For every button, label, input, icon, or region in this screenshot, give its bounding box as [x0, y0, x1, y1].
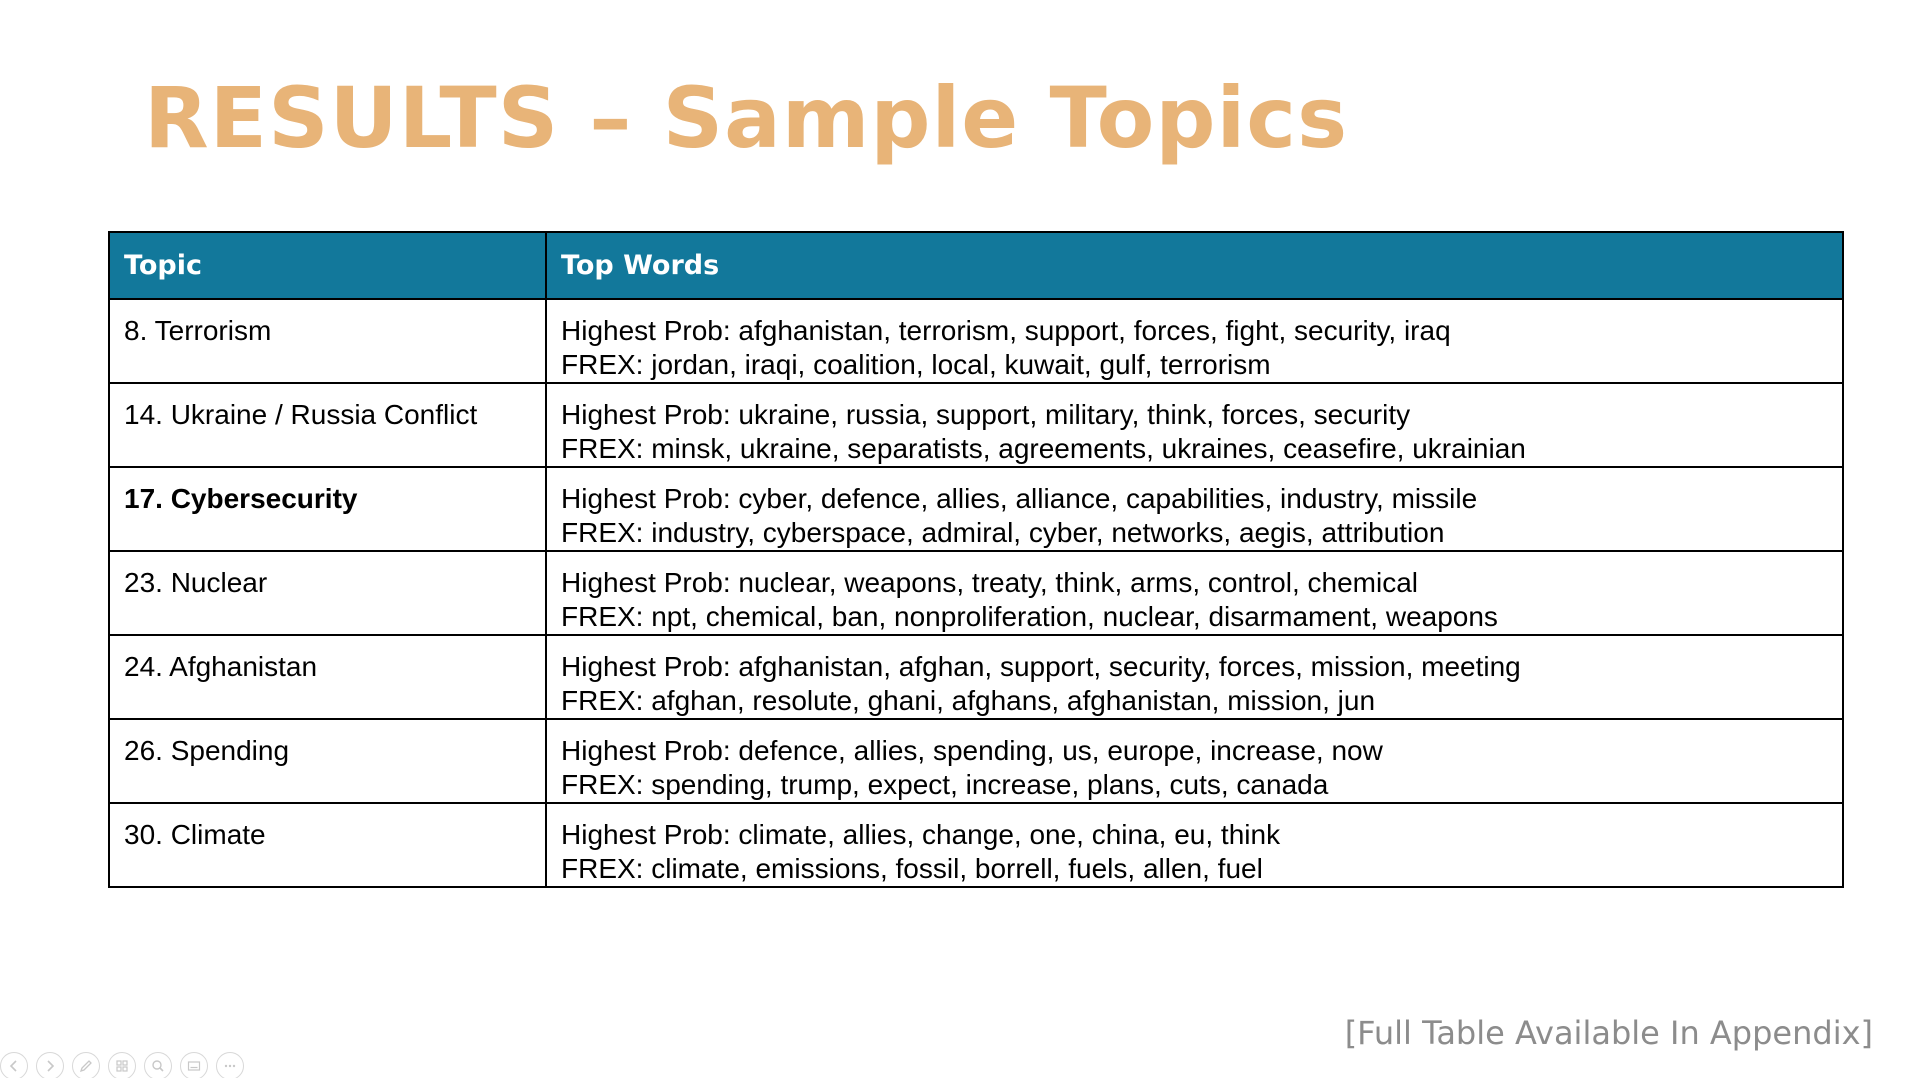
topic-cell: 14. Ukraine / Russia Conflict: [108, 382, 547, 468]
words-cell: Highest Prob: climate, allies, change, o…: [545, 802, 1844, 888]
topic-cell: 24. Afghanistan: [108, 634, 547, 720]
highest-prob-text: Highest Prob: ukraine, russia, support, …: [561, 399, 1411, 430]
frex-text: FREX: climate, emissions, fossil, borrel…: [561, 853, 1263, 884]
subtitles-icon[interactable]: [180, 1052, 208, 1078]
header-top-words: Top Words: [545, 231, 1844, 300]
frex-text: FREX: spending, trump, expect, increase,…: [561, 769, 1329, 800]
table-row: 30. Climate Highest Prob: climate, allie…: [108, 802, 1844, 888]
topic-cell: 23. Nuclear: [108, 550, 547, 636]
highest-prob-text: Highest Prob: cyber, defence, allies, al…: [561, 483, 1478, 514]
zoom-icon[interactable]: [144, 1052, 172, 1078]
table-row: 26. Spending Highest Prob: defence, alli…: [108, 718, 1844, 804]
frex-text: FREX: jordan, iraqi, coalition, local, k…: [561, 349, 1271, 380]
words-cell: Highest Prob: afghanistan, afghan, suppo…: [545, 634, 1844, 720]
table-row: 8. Terrorism Highest Prob: afghanistan, …: [108, 298, 1844, 384]
header-topic: Topic: [108, 231, 547, 300]
words-cell: Highest Prob: cyber, defence, allies, al…: [545, 466, 1844, 552]
more-options-icon[interactable]: [216, 1052, 244, 1078]
slides-grid-icon[interactable]: [108, 1052, 136, 1078]
words-cell: Highest Prob: afghanistan, terrorism, su…: [545, 298, 1844, 384]
frex-text: FREX: npt, chemical, ban, nonproliferati…: [561, 601, 1498, 632]
topic-cell: 8. Terrorism: [108, 298, 547, 384]
frex-text: FREX: minsk, ukraine, separatists, agree…: [561, 433, 1526, 464]
table-row: 17. Cybersecurity Highest Prob: cyber, d…: [108, 466, 1844, 552]
presentation-controls: [0, 1052, 244, 1078]
highest-prob-text: Highest Prob: climate, allies, change, o…: [561, 819, 1281, 850]
words-cell: Highest Prob: nuclear, weapons, treaty, …: [545, 550, 1844, 636]
slide-title: RESULTS – Sample Topics: [144, 69, 1349, 167]
frex-text: FREX: afghan, resolute, ghani, afghans, …: [561, 685, 1376, 716]
words-cell: Highest Prob: ukraine, russia, support, …: [545, 382, 1844, 468]
highest-prob-text: Highest Prob: defence, allies, spending,…: [561, 735, 1383, 766]
words-cell: Highest Prob: defence, allies, spending,…: [545, 718, 1844, 804]
topic-cell: 30. Climate: [108, 802, 547, 888]
next-slide-icon[interactable]: [36, 1052, 64, 1078]
pen-icon[interactable]: [72, 1052, 100, 1078]
table-row: 23. Nuclear Highest Prob: nuclear, weapo…: [108, 550, 1844, 636]
topic-cell: 17. Cybersecurity: [108, 466, 547, 552]
highest-prob-text: Highest Prob: nuclear, weapons, treaty, …: [561, 567, 1418, 598]
previous-slide-icon[interactable]: [0, 1052, 28, 1078]
topic-cell: 26. Spending: [108, 718, 547, 804]
highest-prob-text: Highest Prob: afghanistan, terrorism, su…: [561, 315, 1451, 346]
frex-text: FREX: industry, cyberspace, admiral, cyb…: [561, 517, 1445, 548]
highest-prob-text: Highest Prob: afghanistan, afghan, suppo…: [561, 651, 1521, 682]
appendix-footnote: [Full Table Available In Appendix]: [1344, 1014, 1873, 1052]
table-row: 24. Afghanistan Highest Prob: afghanista…: [108, 634, 1844, 720]
table-header-row: Topic Top Words: [108, 231, 1844, 300]
table-row: 14. Ukraine / Russia Conflict Highest Pr…: [108, 382, 1844, 468]
topics-table: Topic Top Words 8. Terrorism Highest Pro…: [108, 231, 1844, 888]
